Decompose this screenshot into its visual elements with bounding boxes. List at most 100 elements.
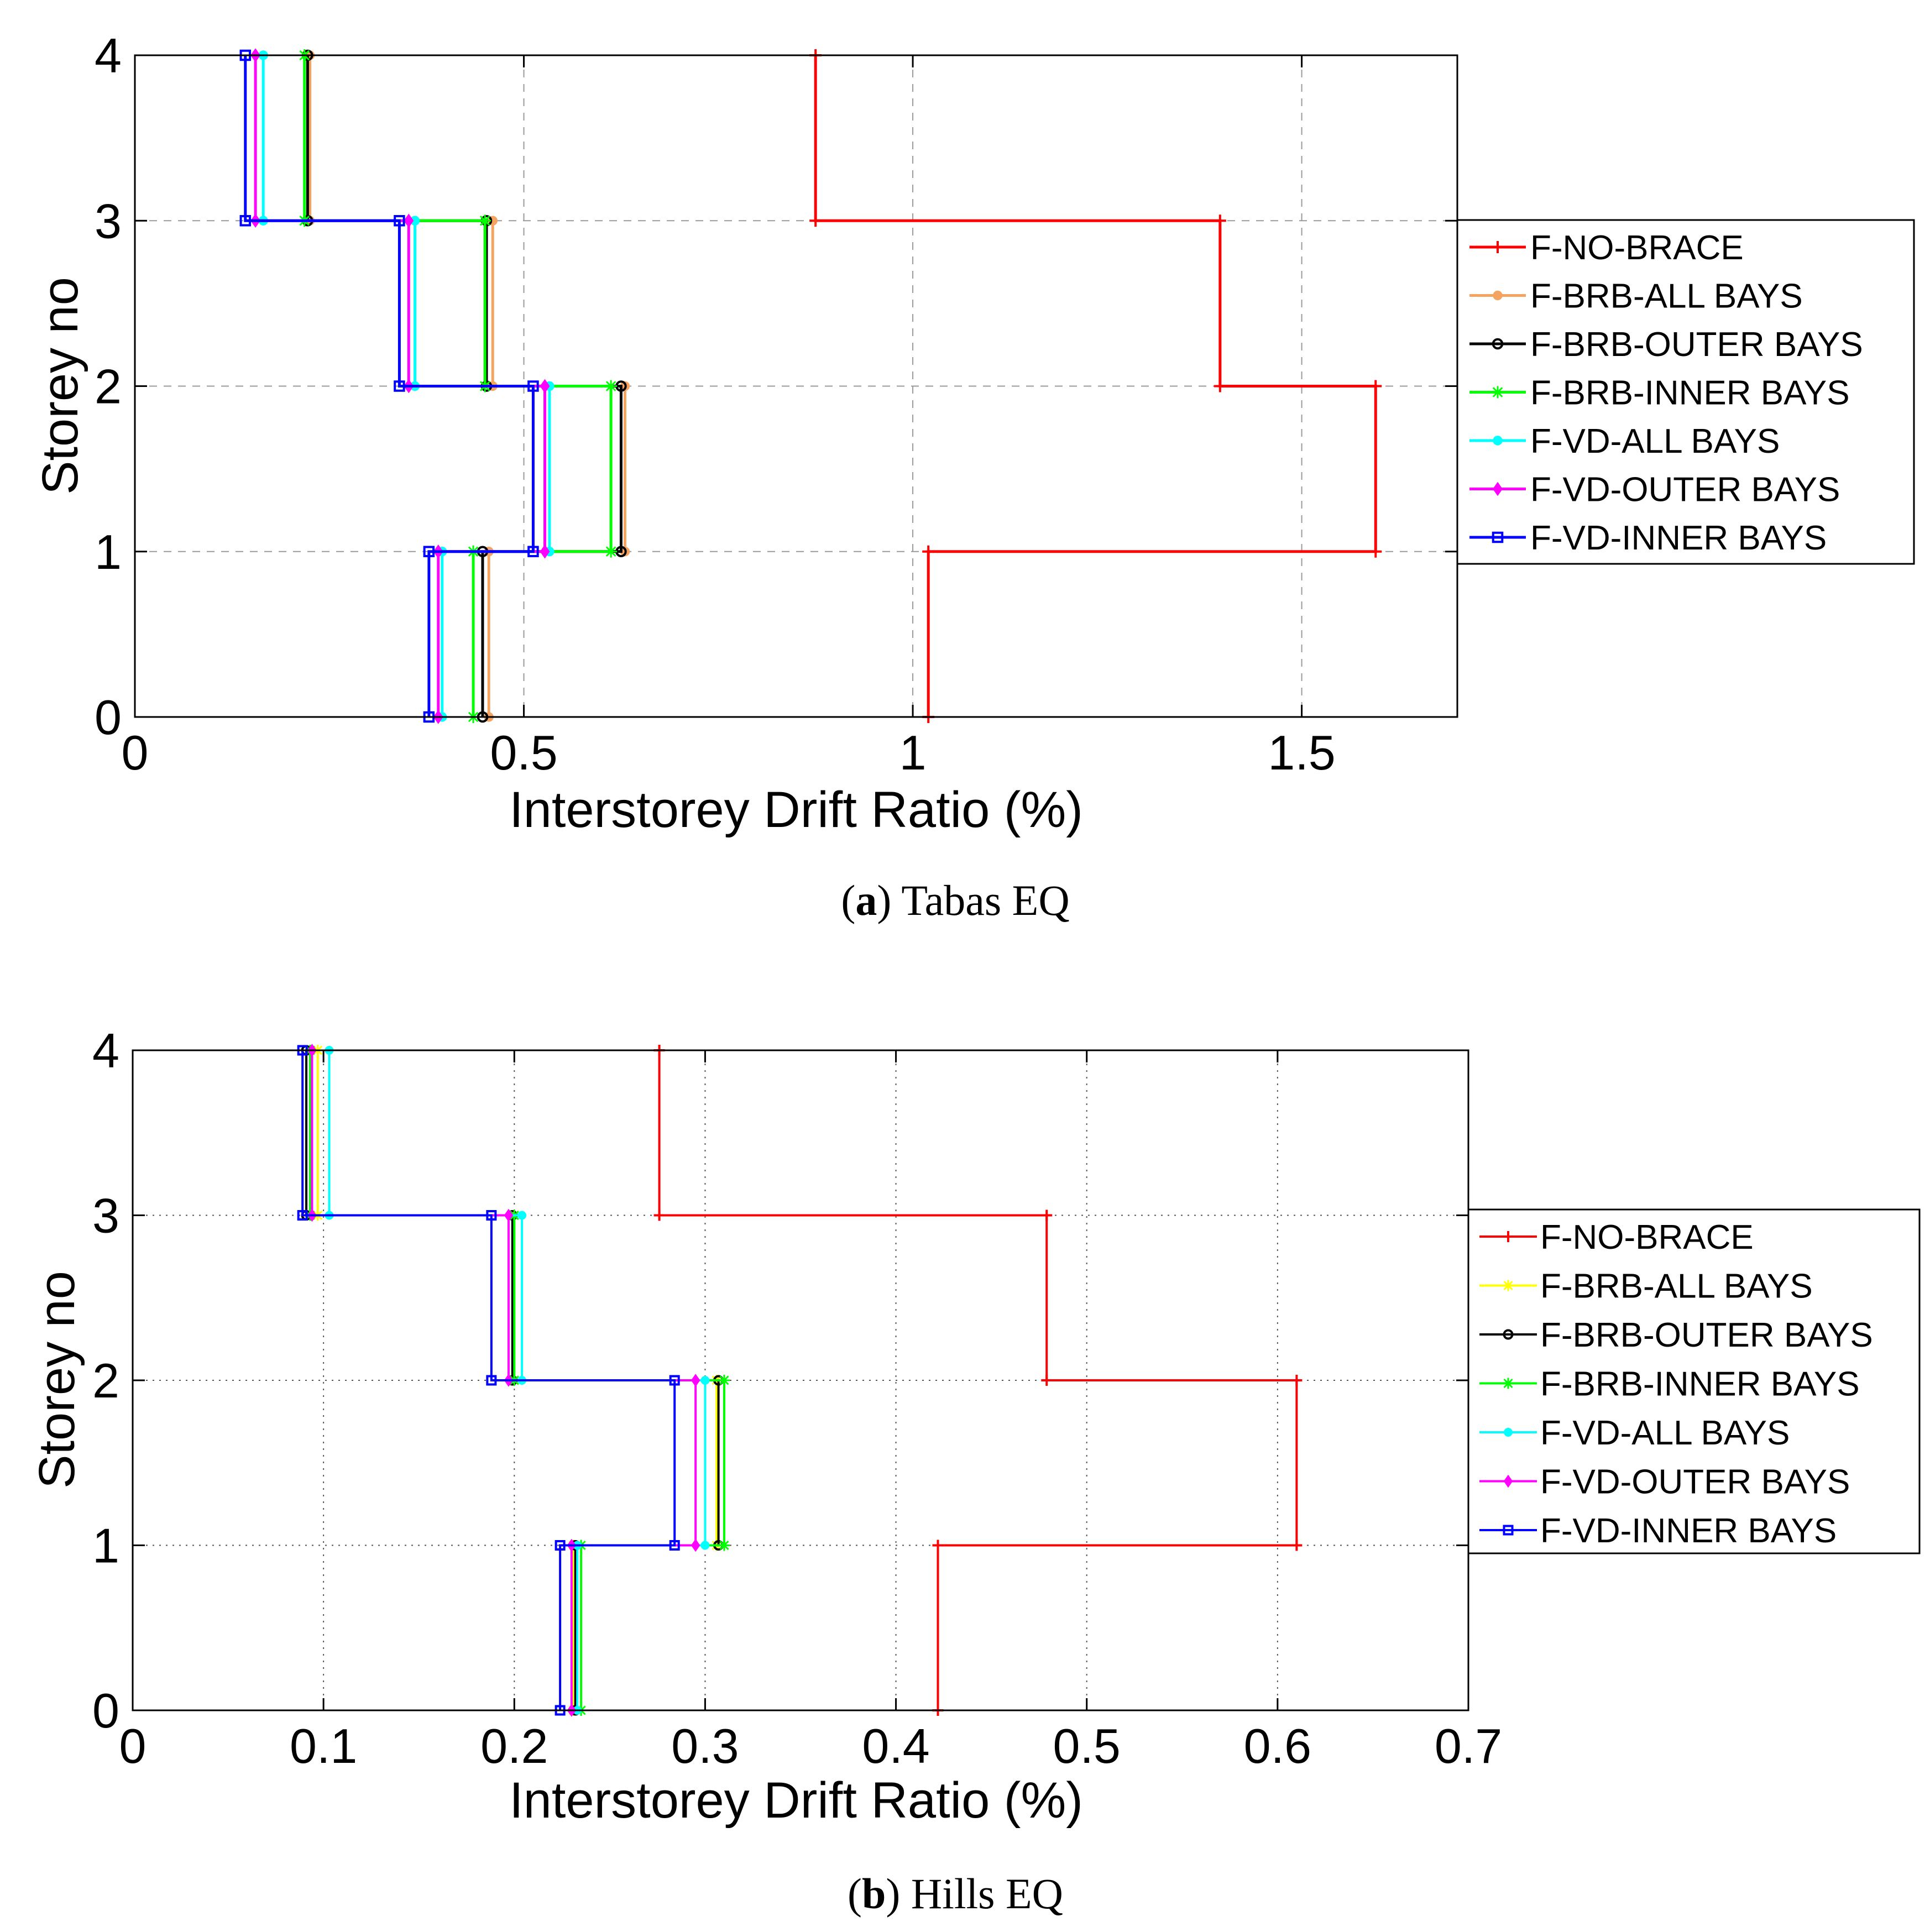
panel-b-point-f-vd-inner-bays-storey-3-bottom [297,1210,308,1221]
panel-b-x-tick-label-7: 0.7 [1435,1719,1502,1773]
panel-a-legend-entry-f-vd-outer-bays: F-VD-OUTER BAYS [1469,471,1840,509]
panel-b-legend-marker-f-brb-outer-bays [1503,1329,1514,1340]
panel-b-point-f-vd-outer-bays-storey-1-bottom [691,1538,700,1552]
panel-a-legend-entry-f-vd-inner-bays: F-VD-INNER BAYS [1469,519,1827,557]
panel-b-y-tick-label-3: 3 [92,1188,119,1243]
panel-a-caption-text: Tabas EQ [901,876,1069,924]
panel-a-legend-marker-f-brb-outer-bays [1492,338,1504,350]
panel-a-legend-entries: F-NO-BRACE F-BRB-ALL BAYS F-BRB-OUTER BAYS… [1469,229,1863,557]
panel-a-y-axis-label: Storey no [32,277,88,495]
panel-a-legend-marker-f-brb-inner-bays [1492,386,1504,399]
panel-b-ticks: 0 0.1 0.2 0.3 0.4 0.5 0.6 0.7 0 1 2 3 4 [92,1023,1502,1773]
panel-a-point-f-brb-inner-bays-storey-1-top [605,380,618,392]
panel-a-y-tick-label-4: 4 [95,28,122,83]
panel-b-point-f-vd-all-bays-storey-2-top [517,1211,527,1220]
panel-a-point-f-vd-inner-bays-storey-0-top [423,546,435,557]
panel-b-point-f-no-brace-storey-1-top [1291,1375,1303,1386]
panel-a-legend-label-f-brb-inner-bays: F-BRB-INNER BAYS [1530,374,1850,412]
panel-b-legend-entry-f-brb-all-bays: F-BRB-ALL BAYS [1479,1268,1813,1306]
panel-a-point-f-no-brace-storey-2-top [1214,214,1226,227]
panel-a-point-f-vd-outer-bays-storey-2-top [404,213,414,228]
panel-a-legend-label-f-no-brace: F-NO-BRACE [1530,229,1744,267]
panel-b-point-f-no-brace-storey-2-top [1041,1210,1053,1221]
panel-b-y-tick-label-2: 2 [92,1353,119,1408]
panel-a-x-tick-label-3: 1.5 [1268,725,1335,780]
panel-a-point-f-vd-inner-bays-storey-3-bottom [239,215,252,227]
panel-b-legend-label-f-brb-all-bays: F-BRB-ALL BAYS [1540,1268,1813,1306]
panel-a-legend-marker-f-brb-all-bays [1493,290,1503,301]
panel-b-point-f-brb-inner-bays-storey-1-bottom [718,1540,730,1551]
panel-b-legend-marker-f-vd-all-bays [1504,1428,1513,1437]
panel-b-legend-marker-f-vd-inner-bays [1503,1525,1514,1536]
panel-a-caption: (a) Tabas EQ [841,876,1069,924]
panel-b-y-axis-label: Storey no [29,1271,85,1489]
panel-b-point-f-vd-outer-bays-storey-2-top [504,1208,514,1222]
panel-a-legend-label-f-brb-all-bays: F-BRB-ALL BAYS [1530,278,1803,316]
panel-b-caption-text: Hills EQ [911,1870,1063,1918]
panel-a-legend-marker-f-no-brace [1492,241,1504,253]
panel-a-series-line-f-no-brace [814,55,1377,717]
panel-b-point-f-no-brace-storey-3-bottom [653,1210,665,1221]
panel-b-series-line-f-no-brace [658,1050,1298,1710]
panel-b-x-tick-label-4: 0.4 [862,1719,929,1773]
panel-b-legend-entry-f-vd-outer-bays: F-VD-OUTER BAYS [1479,1463,1850,1501]
panel-b-point-f-vd-all-bays-storey-1-top [700,1376,710,1385]
panel-b-point-f-vd-inner-bays-storey-2-bottom [486,1375,497,1386]
panel-b-legend-entry-f-vd-inner-bays: F-VD-INNER BAYS [1479,1512,1837,1550]
panel-a-point-f-vd-outer-bays-storey-1-top [540,379,550,394]
panel-b-x-tick-label-2: 0.2 [480,1719,548,1773]
panel-b-legend-label-f-brb-outer-bays: F-BRB-OUTER BAYS [1540,1316,1873,1354]
panel-a-x-axis-label: Interstorey Drift Ratio (%) [509,782,1083,838]
panel-b: 0 0.1 0.2 0.3 0.4 0.5 0.6 0.7 0 1 2 3 4 Interstorey … [29,1023,1921,1918]
panel-a-legend-marker-f-vd-outer-bays [1493,481,1503,496]
panel-a-y-tick-label-0: 0 [95,690,122,745]
panel-b-point-f-vd-all-bays-storey-1-bottom [700,1541,710,1550]
panel-b-legend-entry-f-vd-all-bays: F-VD-ALL BAYS [1479,1414,1790,1452]
panel-a-y-tick-label-2: 2 [95,359,122,414]
panel-a-legend-entry-f-brb-outer-bays: F-BRB-OUTER BAYS [1469,326,1863,364]
panel-b-legend-marker-f-brb-all-bays [1503,1280,1514,1291]
panel-b-point-f-no-brace-storey-1-bottom [1291,1540,1303,1551]
panel-b-x-tick-label-5: 0.5 [1053,1719,1121,1773]
panel-b-x-tick-label-0: 0 [119,1719,147,1773]
panel-a-legend-label-f-brb-outer-bays: F-BRB-OUTER BAYS [1530,326,1863,364]
panel-a-y-tick-label-3: 3 [95,193,122,248]
panel-b-legend-label-f-vd-all-bays: F-VD-ALL BAYS [1540,1414,1790,1452]
panel-a-y-tick-label-1: 1 [95,525,122,579]
panel-b-legend-marker-f-no-brace [1503,1231,1514,1242]
panel-b-caption: (b) Hills EQ [848,1870,1063,1918]
panel-b-y-tick-label-4: 4 [92,1023,119,1078]
panel-b-legend-label-f-vd-outer-bays: F-VD-OUTER BAYS [1540,1463,1850,1501]
panel-a-point-f-vd-inner-bays-storey-2-bottom [394,380,405,392]
panel-a: 0 0.5 1 1.5 0 1 2 3 4 Interstorey Drift Ratio (%… [32,28,1915,924]
panel-b-series [297,1044,1303,1717]
panel-a-legend-marker-f-vd-all-bays [1493,436,1503,446]
panel-a-point-f-no-brace-storey-3-bottom [809,214,822,227]
panel-b-point-f-no-brace-storey-2-bottom [1041,1375,1053,1386]
panel-b-y-tick-label-1: 1 [92,1519,119,1573]
panel-b-y-tick-label-0: 0 [92,1683,119,1738]
panel-a-legend-box [1456,219,1915,565]
panel-b-legend-entries: F-NO-BRACE F-BRB-ALL BAYS F-BRB-OUTER BAYS… [1479,1218,1873,1550]
panel-b-legend-box [1467,1208,1921,1554]
panel-b-legend: F-NO-BRACE F-BRB-ALL BAYS F-BRB-OUTER BAYS… [1467,1208,1921,1554]
panel-b-caption-letter: b [862,1870,886,1918]
panel-b-series-line-f-vd-inner-bays [301,1050,676,1710]
panel-b-point-f-vd-inner-bays-storey-1-bottom [669,1540,680,1551]
panel-a-legend-label-f-vd-outer-bays: F-VD-OUTER BAYS [1530,471,1840,509]
panel-a-x-tick-label-2: 1 [899,725,927,780]
panel-b-x-axis-label: Interstorey Drift Ratio (%) [509,1772,1083,1829]
panel-a-legend-label-f-vd-all-bays: F-VD-ALL BAYS [1530,422,1780,460]
panel-a-legend-entry-f-brb-inner-bays: F-BRB-INNER BAYS [1469,374,1850,412]
panel-b-x-tick-label-1: 0.1 [290,1719,357,1773]
panel-b-legend-entry-f-brb-outer-bays: F-BRB-OUTER BAYS [1479,1316,1873,1354]
panel-b-legend-marker-f-vd-outer-bays [1503,1474,1513,1488]
panel-b-x-tick-label-3: 0.3 [671,1719,739,1773]
panel-b-point-f-vd-outer-bays-storey-1-top [691,1374,700,1387]
panel-b-point-f-vd-inner-bays-storey-0-top [555,1540,566,1551]
panel-a-point-f-vd-outer-bays-storey-1-bottom [540,544,550,559]
panel-a-legend-entry-f-vd-all-bays: F-VD-ALL BAYS [1469,422,1780,460]
panel-b-point-f-brb-inner-bays-storey-1-top [718,1375,730,1386]
panel-a-point-f-brb-inner-bays-storey-1-bottom [605,545,618,558]
